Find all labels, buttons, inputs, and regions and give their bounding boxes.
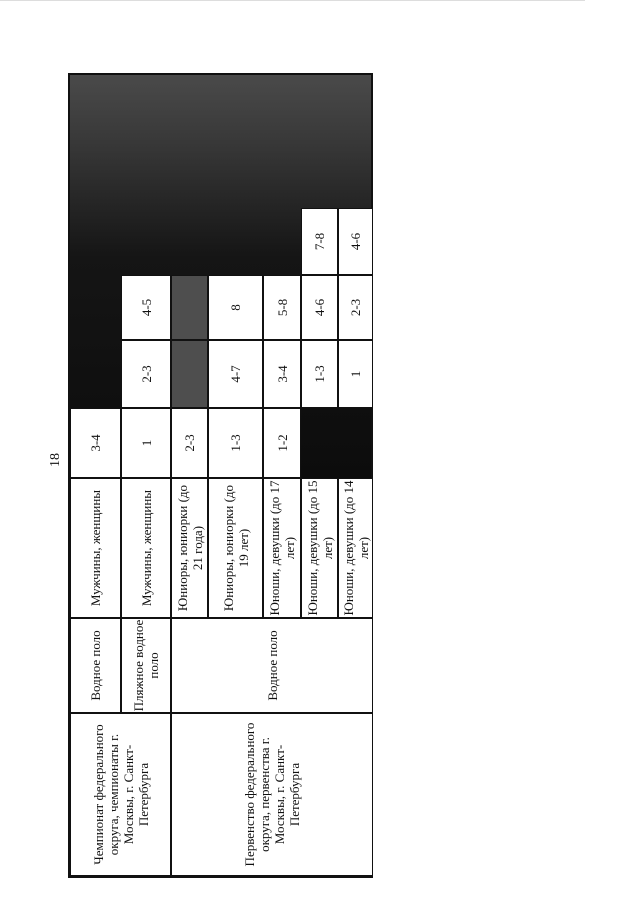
place-range-cell: 8 [208,275,263,340]
place-range-cell: 1 [121,408,171,478]
place-range-cell: 3-4 [70,408,121,478]
age-group-cell: Юноши, девушки (до 17 лет) [263,478,301,618]
place-range-cell: 1-3 [208,408,263,478]
place-range-cell: 4-6 [301,275,338,340]
place-range-cell: 1 [338,340,373,408]
age-group-cell: Мужчины, женщины [121,478,171,618]
place-range-cell: 2-3 [171,408,208,478]
page-number: 18 [48,453,63,467]
place-range-cell: 2-3 [338,275,373,340]
sport-cell: Водное поло [171,618,373,713]
place-range-cell: 1-2 [263,408,301,478]
place-range-cell: 4-5 [121,275,171,340]
age-group-cell: Юниоры, юниорки (до 19 лет) [208,478,263,618]
place-range-cell: 1-3 [301,340,338,408]
shaded-cell [171,340,208,408]
place-range-cell: 4-7 [208,340,263,408]
competition-cell: Чемпионат федерального округа, чемпионат… [70,713,171,876]
place-range-cell: 2-3 [121,340,171,408]
age-group-cell: Мужчины, женщины [70,478,121,618]
page-top-line [0,0,585,1]
sport-cell: Водное поло [70,618,121,713]
age-group-cell: Юноши, девушки (до 15 лет) [301,478,338,618]
place-range-cell: 5-8 [263,275,301,340]
shaded-cell [171,275,208,340]
age-group-cell: Юниоры, юниорки (до 21 года) [171,478,208,618]
results-table: Чемпионат федерального округа, чемпионат… [68,73,373,878]
sport-cell: Пляжное водное поло [121,618,171,713]
age-group-cell: Юноши, девушки (до 14 лет) [338,478,373,618]
place-range-cell: 7-8 [301,208,338,275]
place-range-cell: 4-6 [338,208,373,275]
competition-cell: Первенство федерального округа, первенст… [171,713,373,876]
place-range-cell: 3-4 [263,340,301,408]
